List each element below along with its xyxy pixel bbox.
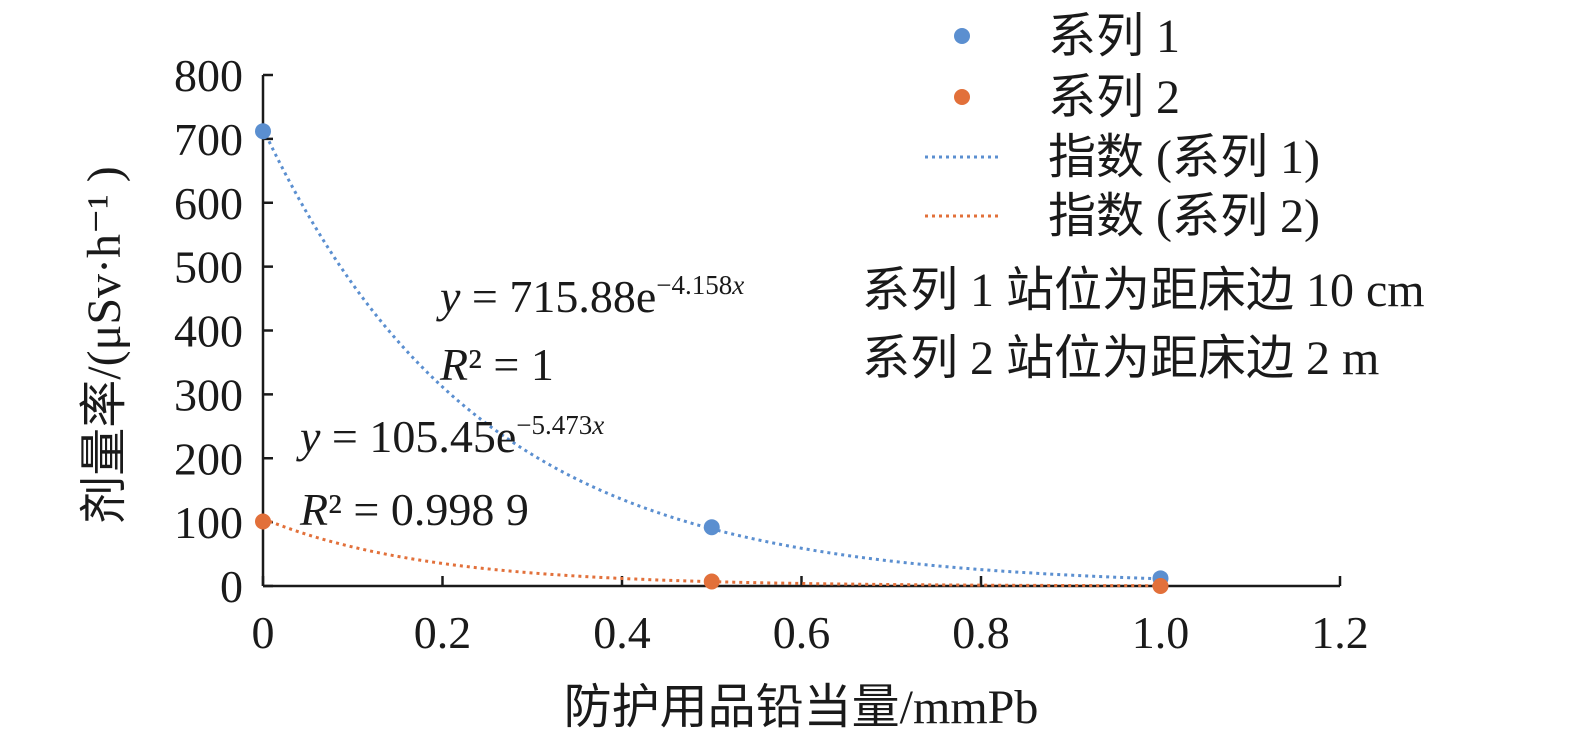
x-tick-label: 0.4: [593, 607, 651, 658]
legend-label-series-2: 系列 2: [1048, 71, 1180, 124]
legend-marker-series-1: [954, 28, 970, 44]
y-tick-label: 500: [174, 242, 243, 293]
data-point-series-1: [255, 123, 271, 140]
x-tick-label: 1.2: [1311, 607, 1369, 658]
equation-series-2: y = 105.45e−5.473x: [296, 410, 604, 462]
y-axis-ticks: 0 100 200 300 400 500 600 700 800: [174, 50, 273, 612]
note-series-2: 系列 2 站位为距床边 2 m: [862, 332, 1379, 385]
y-tick-label: 800: [174, 50, 243, 101]
x-tick-label: 0: [252, 607, 275, 658]
legend-label-series-1: 系列 1: [1048, 10, 1180, 63]
x-axis-ticks: 0 0.2 0.4 0.6 0.8 1.0 1.2: [252, 576, 1369, 658]
legend: 系列 1 系列 2 指数 (系列 1) 指数 (系列 2): [925, 10, 1320, 243]
y-tick-label: 300: [174, 369, 243, 420]
y-tick-label: 600: [174, 178, 243, 229]
y-tick-label: 200: [174, 433, 243, 484]
y-tick-label: 700: [174, 114, 243, 165]
legend-label-trend-1: 指数 (系列 1): [1048, 131, 1320, 184]
x-tick-label: 0.8: [952, 607, 1010, 658]
y-tick-label: 100: [174, 497, 243, 548]
x-tick-label: 1.0: [1132, 607, 1190, 658]
x-tick-label: 0.6: [773, 607, 831, 658]
y-tick-label: 0: [220, 561, 243, 612]
r-squared-series-2: R² = 0.998 9: [299, 484, 529, 535]
legend-label-trend-2: 指数 (系列 2): [1048, 190, 1320, 243]
x-tick-label: 0.2: [414, 607, 472, 658]
equation-series-1: y = 715.88e−4.158x: [436, 270, 744, 322]
legend-marker-series-2: [954, 89, 970, 105]
data-point-series-2: [255, 513, 271, 530]
note-series-1: 系列 1 站位为距床边 10 cm: [862, 264, 1425, 317]
r-squared-series-1: R² = 1: [439, 339, 554, 390]
data-point-series-2: [1152, 578, 1169, 594]
data-point-series-1: [703, 519, 720, 536]
y-axis-title: 剂量率/(μSv·h⁻¹ ): [78, 166, 131, 523]
data-points: [255, 123, 1169, 594]
x-axis-title: 防护用品铅当量/mmPb: [564, 681, 1039, 734]
data-point-series-2: [703, 573, 720, 590]
y-tick-label: 400: [174, 306, 243, 357]
